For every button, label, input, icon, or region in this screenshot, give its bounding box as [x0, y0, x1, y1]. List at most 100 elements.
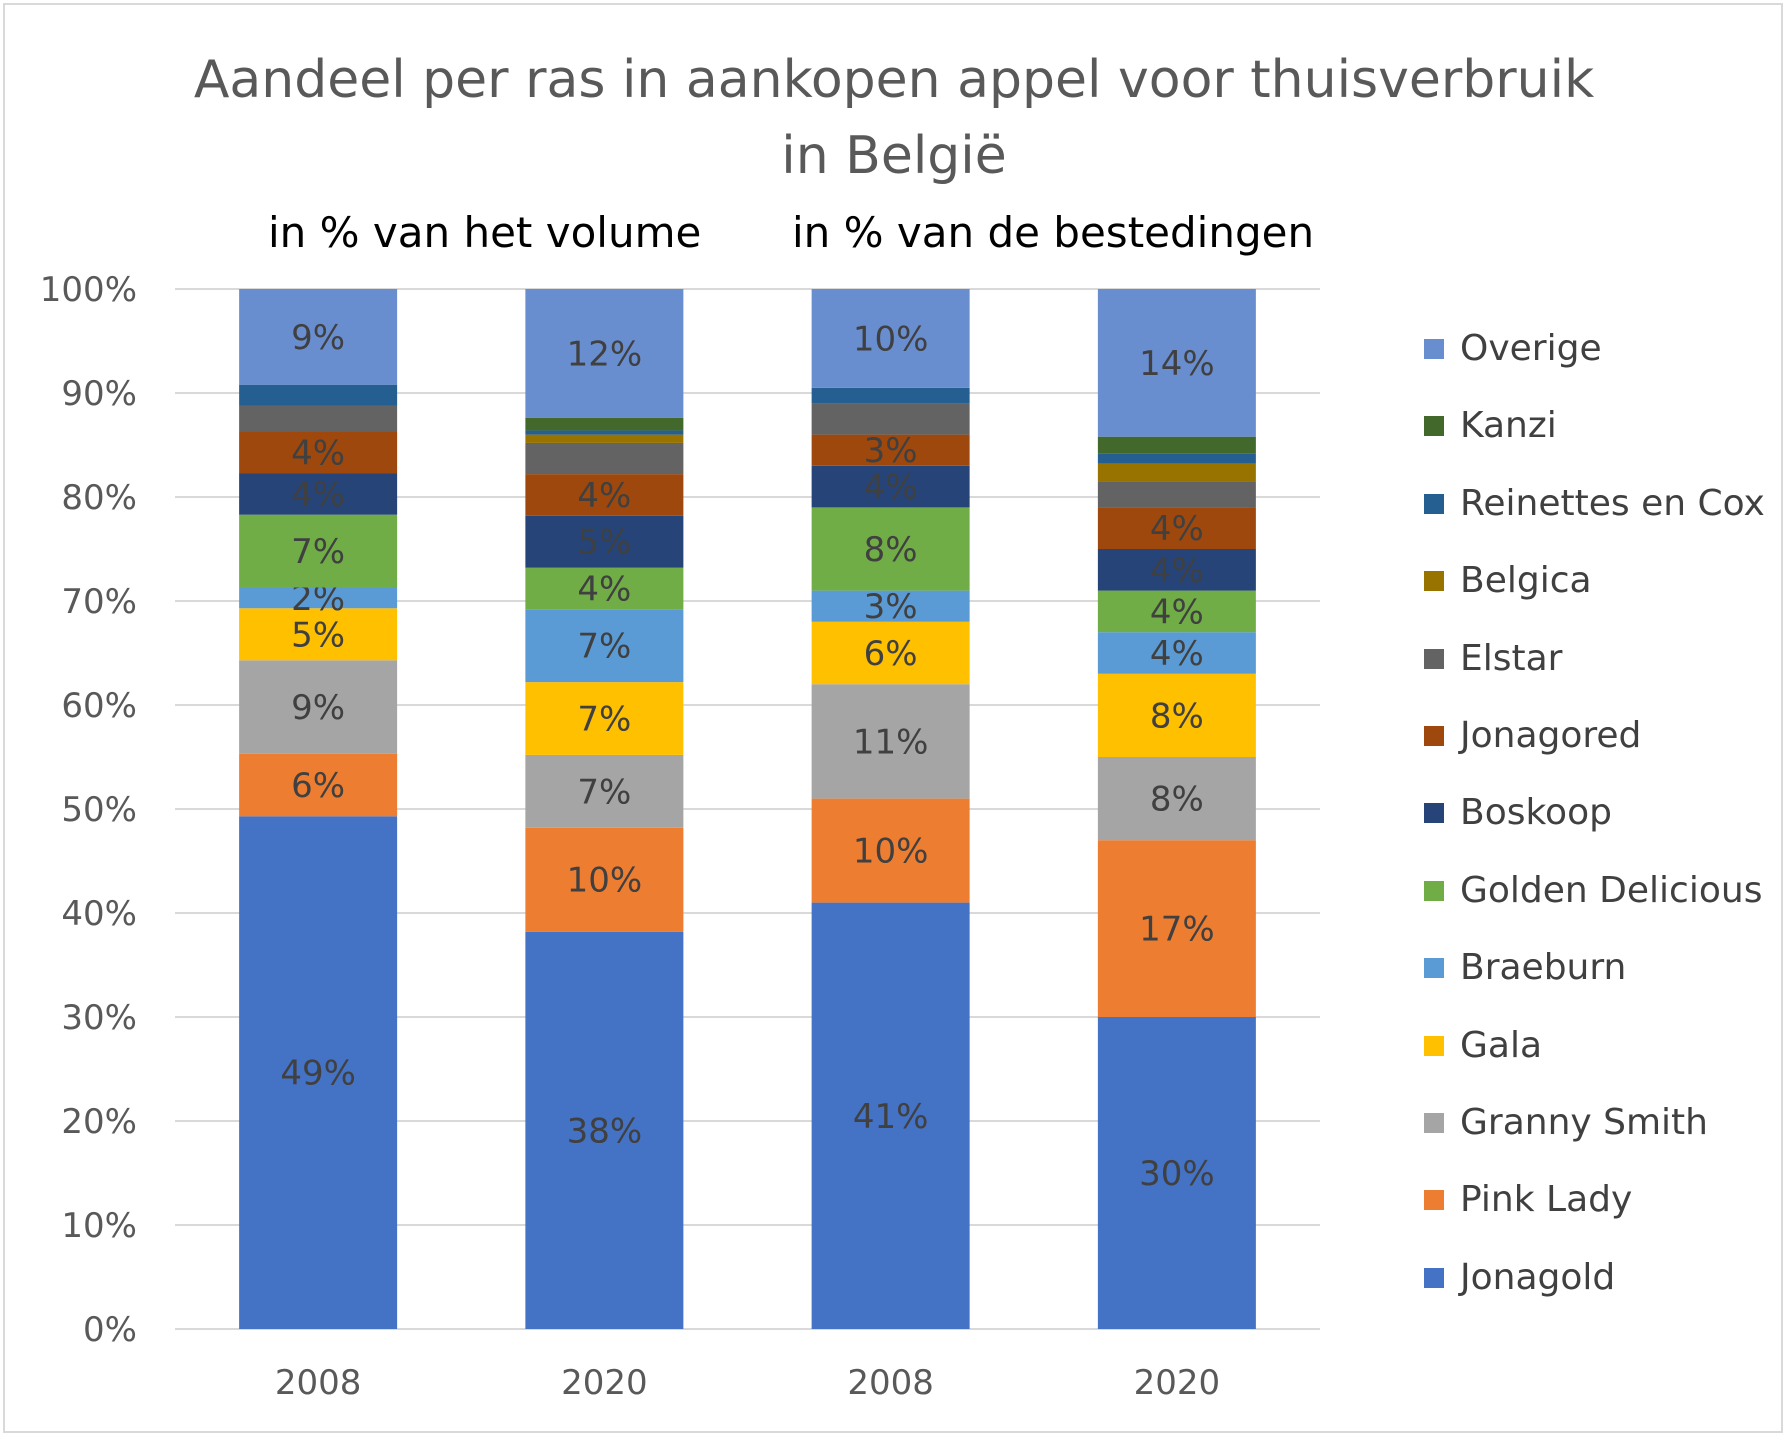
data-label: 10% — [567, 861, 643, 901]
bar-segment-golden-delicious — [525, 567, 684, 610]
bar-segment-jonagold — [525, 931, 684, 1329]
legend-swatch — [1424, 726, 1444, 746]
group-label-volume: in % van het volume — [268, 208, 702, 257]
data-label: 8% — [864, 530, 918, 570]
bar-segment-pink-lady — [525, 827, 684, 932]
bar-segment-elstar — [811, 403, 970, 435]
legend-label: Belgica — [1460, 560, 1592, 602]
legend-swatch — [1424, 1113, 1444, 1133]
legend-label: Overige — [1460, 328, 1602, 369]
bar-segment-jonagold — [811, 902, 970, 1329]
bar-segment-gala — [1097, 673, 1256, 757]
y-tick-label: 100% — [40, 270, 137, 310]
data-label: 17% — [1139, 910, 1215, 950]
x-tick-label: 2008 — [275, 1363, 362, 1403]
data-label: 9% — [291, 318, 345, 358]
bar-segment-golden-delicious — [811, 507, 970, 591]
group-label-bestedingen: in % van de bestedingen — [792, 208, 1315, 257]
legend-swatch — [1424, 803, 1444, 824]
y-tick-label: 30% — [61, 998, 137, 1038]
bar-segment-pink-lady — [1097, 840, 1256, 1017]
legend-label: Kanzi — [1460, 405, 1557, 447]
bar-segment-pink-lady — [239, 753, 398, 817]
bar-segment-braeburn — [525, 609, 684, 683]
bar-segment-braeburn — [1097, 632, 1256, 674]
bar-segment-reinettes-en-cox — [1097, 453, 1256, 464]
y-tick-label: 0% — [83, 1310, 137, 1350]
legend-swatch — [1424, 880, 1444, 901]
data-label: 10% — [853, 319, 929, 359]
bar-segment-jonagored — [1097, 507, 1256, 549]
bar-segment-boskoop — [239, 473, 398, 515]
bar-segment-kanzi — [525, 417, 684, 431]
chart-title-line-1: Aandeel per ras in aankopen appel voor t… — [193, 50, 1595, 110]
data-label: 8% — [1150, 780, 1204, 820]
bar-segment-belgica — [525, 434, 684, 443]
data-label: 4% — [1150, 509, 1204, 549]
y-tick-label: 20% — [61, 1102, 137, 1142]
bar-segment-overige — [811, 289, 970, 388]
data-label: 6% — [291, 766, 345, 806]
bar-segment-jonagored — [525, 474, 684, 516]
data-label: 38% — [567, 1111, 643, 1151]
data-label: 4% — [291, 433, 345, 473]
data-label: 12% — [567, 334, 643, 374]
data-label: 5% — [577, 523, 631, 563]
data-label: 4% — [1150, 634, 1204, 674]
data-label: 9% — [291, 688, 345, 728]
chart-title-line-2: in België — [781, 126, 1007, 186]
data-label: 30% — [1139, 1154, 1215, 1194]
y-tick-label: 60% — [61, 686, 137, 726]
legend-label: Boskoop — [1460, 792, 1612, 834]
legend-label: Jonagold — [1460, 1256, 1616, 1298]
bar-segment-belgica — [1097, 463, 1256, 482]
data-label: 7% — [577, 772, 631, 812]
bar-segment-reinettes-en-cox — [239, 384, 398, 406]
data-label: 6% — [864, 634, 918, 674]
y-tick-label: 50% — [61, 790, 137, 830]
bar-segment-overige — [239, 289, 398, 385]
legend-label: Reinettes en Cox — [1460, 482, 1765, 524]
legend-swatch — [1424, 648, 1444, 669]
bar-segment-boskoop — [811, 465, 970, 508]
data-label: 41% — [853, 1097, 929, 1137]
data-label: 7% — [577, 627, 631, 667]
legend-label: Gala — [1460, 1024, 1543, 1066]
y-tick-label: 70% — [61, 582, 137, 622]
data-label: 7% — [577, 700, 631, 740]
bar-segment-elstar — [1097, 481, 1256, 508]
data-label: 14% — [1139, 344, 1215, 384]
bar-segment-gala — [239, 608, 398, 661]
bar-segment-overige — [525, 289, 684, 418]
bar-segment-jonagored — [811, 434, 970, 466]
bar-segment-braeburn — [239, 587, 398, 609]
data-label: 4% — [577, 570, 631, 610]
bar-segment-overige — [1097, 289, 1256, 437]
bar-segment-golden-delicious — [1097, 590, 1256, 633]
data-label: 3% — [864, 587, 918, 627]
x-tick-label: 2020 — [1134, 1363, 1221, 1403]
bar-segment-gala — [811, 621, 970, 685]
legend-label: Granny Smith — [1460, 1102, 1708, 1143]
y-tick-label: 90% — [61, 374, 137, 414]
bar-segment-elstar — [239, 405, 398, 432]
data-label: 5% — [291, 615, 345, 655]
data-label: 4% — [1150, 551, 1204, 591]
legend-swatch — [1424, 958, 1444, 979]
legend-label: Braeburn — [1460, 947, 1627, 989]
bar-segment-granny-smith — [239, 660, 398, 754]
legend-swatch — [1424, 1190, 1444, 1211]
legend-swatch — [1424, 416, 1444, 437]
legend-label: Golden Delicious — [1460, 869, 1763, 911]
data-label: 4% — [291, 475, 345, 515]
legend-swatch — [1424, 493, 1444, 514]
bar-segment-granny-smith — [525, 754, 684, 828]
legend-label: Pink Lady — [1460, 1179, 1633, 1221]
legend-swatch — [1424, 1267, 1444, 1288]
x-tick-label: 2020 — [561, 1363, 648, 1403]
legend-swatch — [1424, 1035, 1444, 1056]
bar-segment-braeburn — [811, 590, 970, 622]
data-label: 4% — [1150, 592, 1204, 632]
y-tick-label: 40% — [61, 894, 137, 934]
bar-segment-pink-lady — [811, 798, 970, 903]
